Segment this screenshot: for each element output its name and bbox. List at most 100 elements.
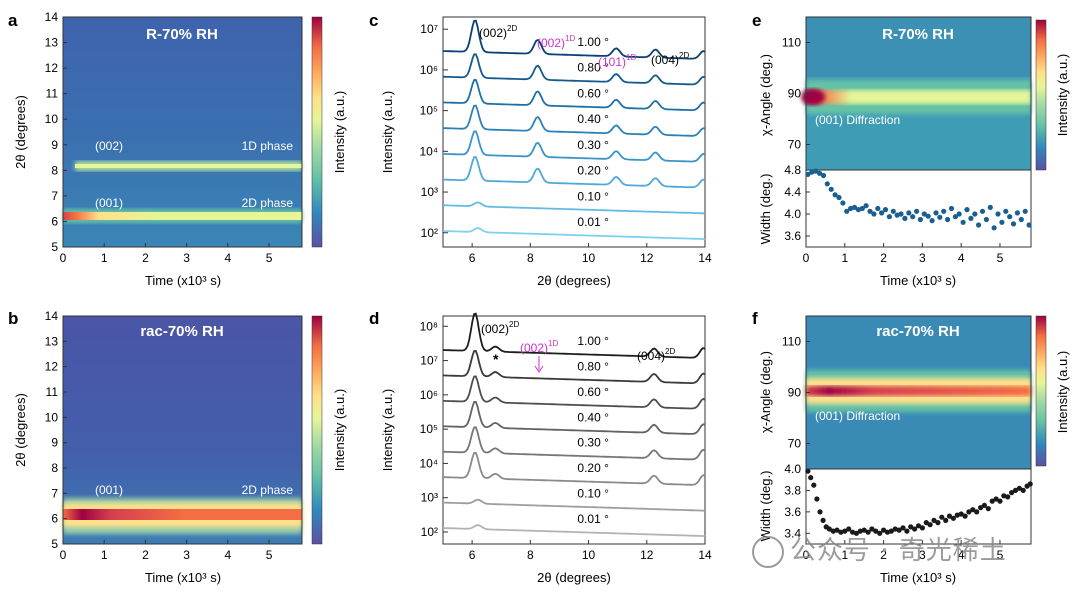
scatter-f-point — [853, 530, 860, 536]
heatmap-e-ytick-label: 90 — [788, 87, 802, 101]
plot-c-xtick-label: 6 — [469, 251, 476, 265]
plot-c-series-label: 0.10 ° — [577, 189, 609, 203]
plot-d-series-label: 0.80 ° — [577, 359, 609, 373]
scatter-e-point — [983, 216, 990, 223]
scatter-f-point — [846, 526, 852, 532]
heatmap-b-ytick-label: 12 — [45, 360, 59, 374]
scatter-e-point — [968, 215, 974, 221]
scatter-e-point — [952, 214, 959, 220]
scatter-e-point — [972, 211, 978, 217]
scatter-e-ytick-label: 4.8 — [784, 163, 801, 177]
heatmap-a-label-1d-phase: 1D phase — [242, 139, 294, 153]
heatmap-b-xtick-label: 2 — [142, 548, 149, 562]
scatter-e-point — [987, 204, 993, 210]
scatter-e-point — [855, 207, 862, 213]
plot-c-series-label: 1.00 ° — [577, 35, 609, 49]
plot-c-series-line — [442, 104, 706, 137]
scatter-e-axis-ticks: 70 90 110 0 1 2 3 4 5 3.6 4.0 4.4 4.8 — [782, 36, 1004, 266]
scatter-f-ytick-label: 3.8 — [784, 483, 801, 497]
heatmap-e-ytick-label: 110 — [782, 36, 801, 50]
heatmap-a-label-001: (001) — [95, 196, 123, 210]
plot-c-xlabel: 2θ (degrees) — [537, 273, 611, 288]
heatmap-b-frame — [62, 315, 303, 545]
plot-d-ylabel: Intensity (a.u.) — [380, 389, 395, 471]
scatter-f-point — [904, 528, 910, 534]
plot-c-series-line — [443, 130, 706, 163]
scatter-f-point — [962, 513, 968, 519]
plot-c-xtick-label: 14 — [698, 251, 712, 265]
colorbar-b-label: Intensity (a.u.) — [332, 389, 347, 471]
scatter-e-point — [820, 172, 827, 179]
heatmap-b-ytick-label: 7 — [51, 486, 58, 500]
plot-c-xtick-label: 10 — [582, 251, 596, 265]
panel-letter-e: e — [752, 11, 761, 30]
plot-c-peak-004-2d: (004)2D — [651, 51, 689, 67]
plot-d-ytick-label: 10³ — [421, 491, 438, 505]
panel-letter-b: b — [8, 309, 18, 328]
plot-d-series-line — [442, 349, 706, 384]
plot-c-series-label: 0.30 ° — [577, 138, 609, 152]
heatmap-e-background-top — [806, 17, 1031, 77]
heatmap-a-ytick-label: 13 — [45, 36, 59, 50]
scatter-e-point — [1018, 216, 1024, 223]
scatter-f-point — [1005, 494, 1011, 500]
plot-d-ytick-label: 10⁸ — [420, 319, 438, 333]
scatter-e-point — [1022, 208, 1028, 214]
scatter-f-point — [865, 529, 871, 535]
scatter-e-point — [844, 208, 850, 214]
plot-d-series-label: 0.10 ° — [577, 487, 609, 501]
plot-c-series: 1.00 ° 0.80 ° 0.60 ° 0.40 ° 0.30 ° 0.20 ° 0.10… — [442, 19, 706, 240]
scatter-f-ytick-label: 4.0 — [784, 462, 801, 476]
scatter-f-point — [985, 506, 991, 512]
plot-c-peak-002-2d: (002)2D — [479, 24, 517, 40]
heatmap-f-band — [806, 386, 1031, 396]
plot-d-asterisk: * — [493, 351, 499, 367]
scatter-e-point — [879, 210, 885, 216]
panel-d: d 1.00 ° 0.80 ° 0.60 ° 0.40 ° 0.30 ° 0.20 ° 0.… — [369, 309, 712, 585]
colorbar-e — [1035, 19, 1047, 171]
scatter-f-point — [896, 527, 902, 533]
heatmap-b-ytick-label: 6 — [51, 512, 58, 526]
scatter-e-xtick-label: 1 — [841, 251, 848, 265]
plot-c-peak-002-1d: (002)1D — [537, 34, 575, 50]
plot-d-arrow-head — [534, 365, 544, 373]
scatter-e-point — [995, 211, 1001, 217]
scatter-f-point — [981, 502, 988, 508]
panel-a: a R-70% RH (002) 1D phase (001) 2D phase… — [8, 10, 347, 288]
plot-c-peak-101-1d: (101)1D — [598, 53, 636, 69]
plot-d-series-label: 1.00 ° — [577, 334, 609, 348]
heatmap-a-ytick-label: 8 — [51, 163, 58, 177]
panel-letter-a: a — [8, 11, 18, 30]
heatmap-a-xtick-label: 2 — [142, 251, 149, 265]
scatter-f-point — [1016, 485, 1023, 491]
scatter-f-point — [838, 529, 844, 535]
scatter-e-point — [906, 210, 912, 216]
scatter-f-point — [997, 498, 1003, 504]
plot-c-series-label: 0.40 ° — [577, 112, 609, 126]
scatter-f-point — [805, 468, 811, 474]
scatter-e-point — [886, 214, 893, 220]
plot-d-series-line — [442, 524, 706, 537]
plot-d-ytick-label: 10⁷ — [420, 354, 438, 368]
plot-c-ytick-label: 10⁷ — [420, 22, 438, 36]
scatter-f-point — [873, 528, 879, 534]
scatter-f-point — [1001, 493, 1007, 499]
plot-d-series-line — [443, 498, 706, 512]
scatter-f-point — [826, 526, 832, 532]
plot-d-ytick-label: 10⁶ — [420, 388, 438, 402]
scatter-f-point — [820, 517, 826, 524]
plot-c-series-label: 0.01 ° — [577, 215, 609, 229]
scatter-e-point — [921, 211, 927, 217]
scatter-f-point — [900, 525, 906, 531]
scatter-e-xtick-label: 0 — [803, 251, 810, 265]
heatmap-a-ylabel: 2θ (degrees) — [13, 95, 28, 169]
scatter-e-point — [1010, 221, 1017, 227]
heatmap-b-ytick-label: 11 — [46, 385, 59, 399]
plot-c-series-label: 0.20 ° — [577, 164, 609, 178]
scatter-e-xtick-label: 4 — [958, 251, 965, 265]
heatmap-f-ytick-label: 70 — [788, 437, 802, 451]
plot-c-series-label: 0.60 ° — [577, 86, 609, 100]
scatter-e-point — [809, 169, 815, 175]
